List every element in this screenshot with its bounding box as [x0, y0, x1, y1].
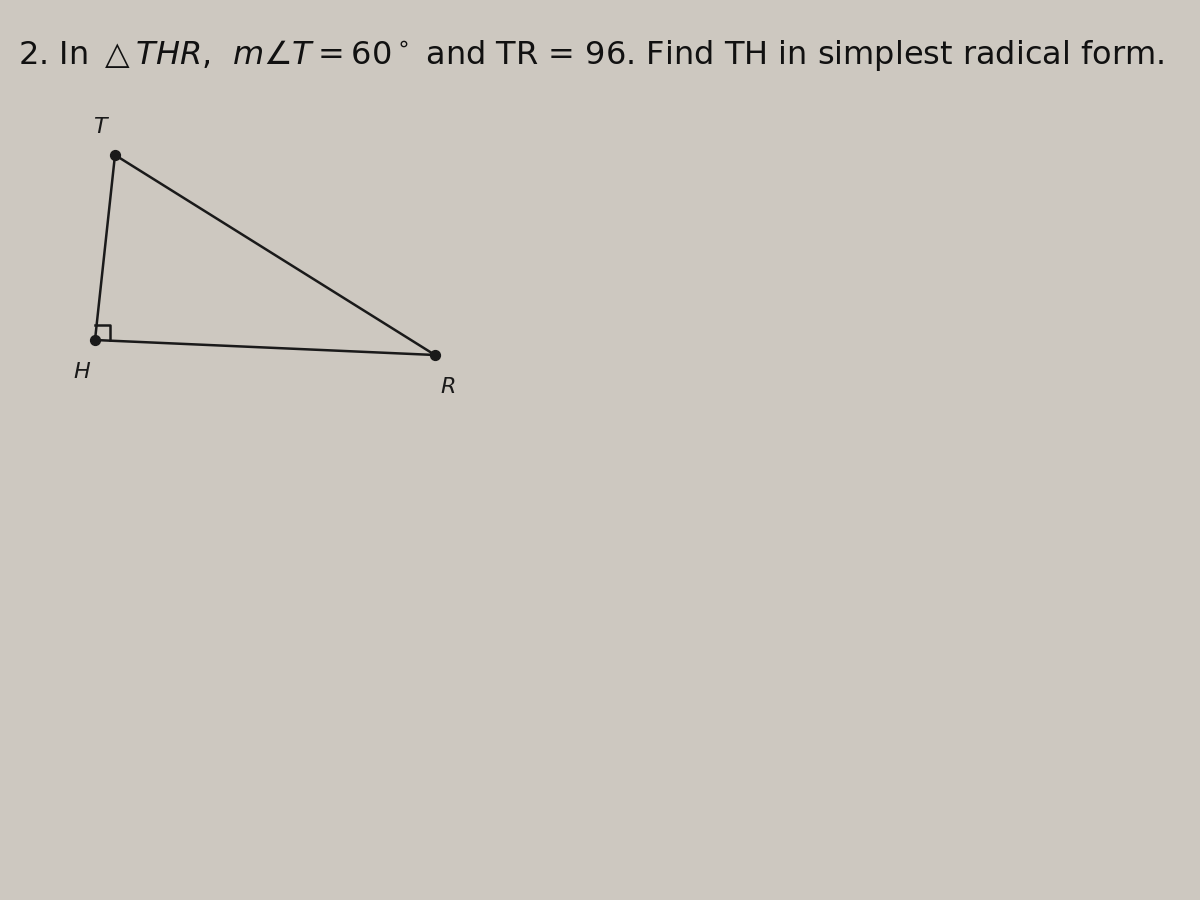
Point: [426, 347, 445, 362]
Text: H: H: [73, 362, 90, 382]
Text: 2. In $\triangle THR$,  $m\angle T = 60^\circ$ and TR = 96. Find TH in simplest : 2. In $\triangle THR$, $m\angle T = 60^\…: [18, 38, 1164, 73]
Point: [85, 333, 104, 347]
Text: T: T: [94, 117, 107, 137]
Text: R: R: [440, 377, 456, 397]
Point: [106, 148, 125, 162]
